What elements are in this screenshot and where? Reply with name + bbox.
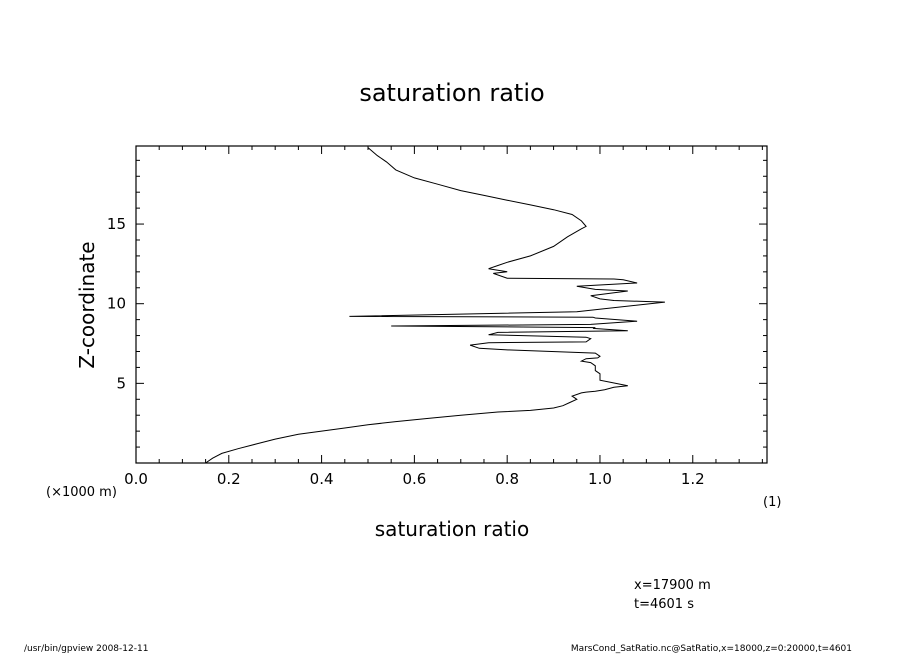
y-tick-labels: 5 10 15 <box>107 215 126 392</box>
x-tick-label: 1.2 <box>681 470 705 488</box>
footer-command: /usr/bin/gpview 2008-12-11 <box>24 644 148 654</box>
y-tick-label: 10 <box>107 295 126 313</box>
axis-ticks <box>135 146 767 463</box>
series-line <box>205 147 665 464</box>
plot-frame <box>135 145 768 464</box>
x-tick-labels: 0.0 0.2 0.4 0.6 0.8 1.0 1.2 <box>124 470 705 488</box>
annotation-time: t=4601 s <box>634 597 694 612</box>
x-tick-label: 0.6 <box>402 470 426 488</box>
chart-title: saturation ratio <box>359 79 544 107</box>
x-tick-label: 0.8 <box>495 470 519 488</box>
x-tick-label: 0.2 <box>217 470 241 488</box>
x-tick-label: 0.4 <box>310 470 334 488</box>
footer-data-source: MarsCond_SatRatio.nc@SatRatio,x=18000,z=… <box>571 644 852 654</box>
plot-area <box>135 145 768 464</box>
annotation-x-position: x=17900 m <box>634 578 711 593</box>
y-tick-label: 15 <box>107 215 126 233</box>
x-tick-label: 0.0 <box>124 470 148 488</box>
x-tick-label: 1.0 <box>588 470 612 488</box>
y-unit-note: (×1000 m) <box>46 485 117 500</box>
x-unit-note: (1) <box>763 495 781 510</box>
x-axis-label: saturation ratio <box>375 517 529 541</box>
y-axis-label: Z-coordinate <box>75 241 99 368</box>
y-tick-label: 5 <box>116 374 126 392</box>
